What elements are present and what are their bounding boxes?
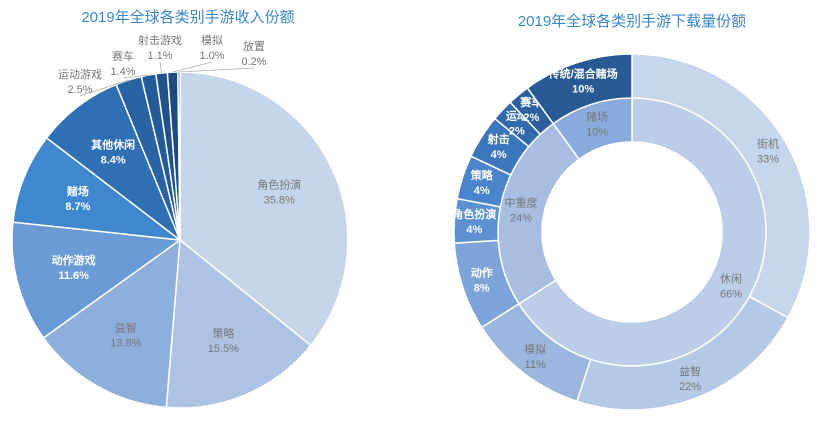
slice-label: 射击 [487,132,510,146]
value-label: 8.7% [65,201,90,213]
slice-label: 角色扮演 [257,177,301,191]
value-label: 10% [586,126,608,138]
slice-label: 赛车 [112,49,134,63]
slice [11,221,183,339]
value-label: 22% [679,381,701,393]
slice-label: 其他休闲 [91,138,135,152]
slice-label: 中重度 [505,196,538,210]
slice-label: 赌场 [586,109,608,123]
value-label: 4% [466,224,482,236]
slice [45,83,182,243]
slice-label: 赌场 [67,184,89,198]
chart-title: 2019年全球各类别手游下载量份额 [518,12,746,30]
slice-label: 角色扮演 [452,207,496,221]
leader-line [79,79,129,97]
value-label: 4% [491,149,507,161]
value-label: 2% [523,112,539,124]
slice [526,53,633,125]
value-label: 66% [720,288,742,300]
slice-label: 放置 [243,39,265,53]
slice [12,136,183,242]
slice-label: 休闲 [720,271,742,285]
value-label: 13.8% [110,338,141,350]
slice-label: 动作游戏 [52,253,96,267]
slice-label: 街机 [757,136,779,150]
chart-title: 2019年全球各类别手游收入份额 [81,8,294,26]
value-label: 10% [572,84,594,96]
value-label: 33% [757,153,779,165]
slice-label: 模拟 [524,342,546,356]
slice-label: 传统/混合赌场 [548,67,618,81]
value-label: 15.5% [208,343,239,355]
value-label: 8% [474,283,490,295]
value-label: 11.6% [58,270,89,282]
value-label: 11% [525,359,546,371]
value-label: 35.8% [264,194,295,206]
value-label: 24% [510,213,532,225]
value-label: 1.0% [199,50,224,62]
slice-label: 动作 [471,266,493,280]
slice [179,71,349,347]
slice-label: 益智 [115,321,137,335]
slice [165,238,312,409]
value-label: 0.2% [241,56,266,68]
slice-label: 运动游戏 [58,68,102,81]
slice-label: 射击游戏 [138,33,182,47]
slice [631,53,811,319]
leader-line [172,61,213,73]
slice-label: 策略 [470,168,494,182]
slice-label: 策略 [212,326,234,340]
value-label: 1.4% [110,66,135,78]
leader-line [122,74,149,79]
value-label: 2% [509,126,525,138]
slice-label: 模拟 [201,33,223,47]
slice-label: 益智 [679,364,701,378]
leader-line [178,67,255,73]
slice [42,238,181,409]
value-label: 8.4% [101,155,126,167]
value-label: 4% [474,185,490,197]
value-label: 2.5% [67,84,92,96]
value-label: 1.1% [147,50,172,62]
leader-line [159,61,162,74]
